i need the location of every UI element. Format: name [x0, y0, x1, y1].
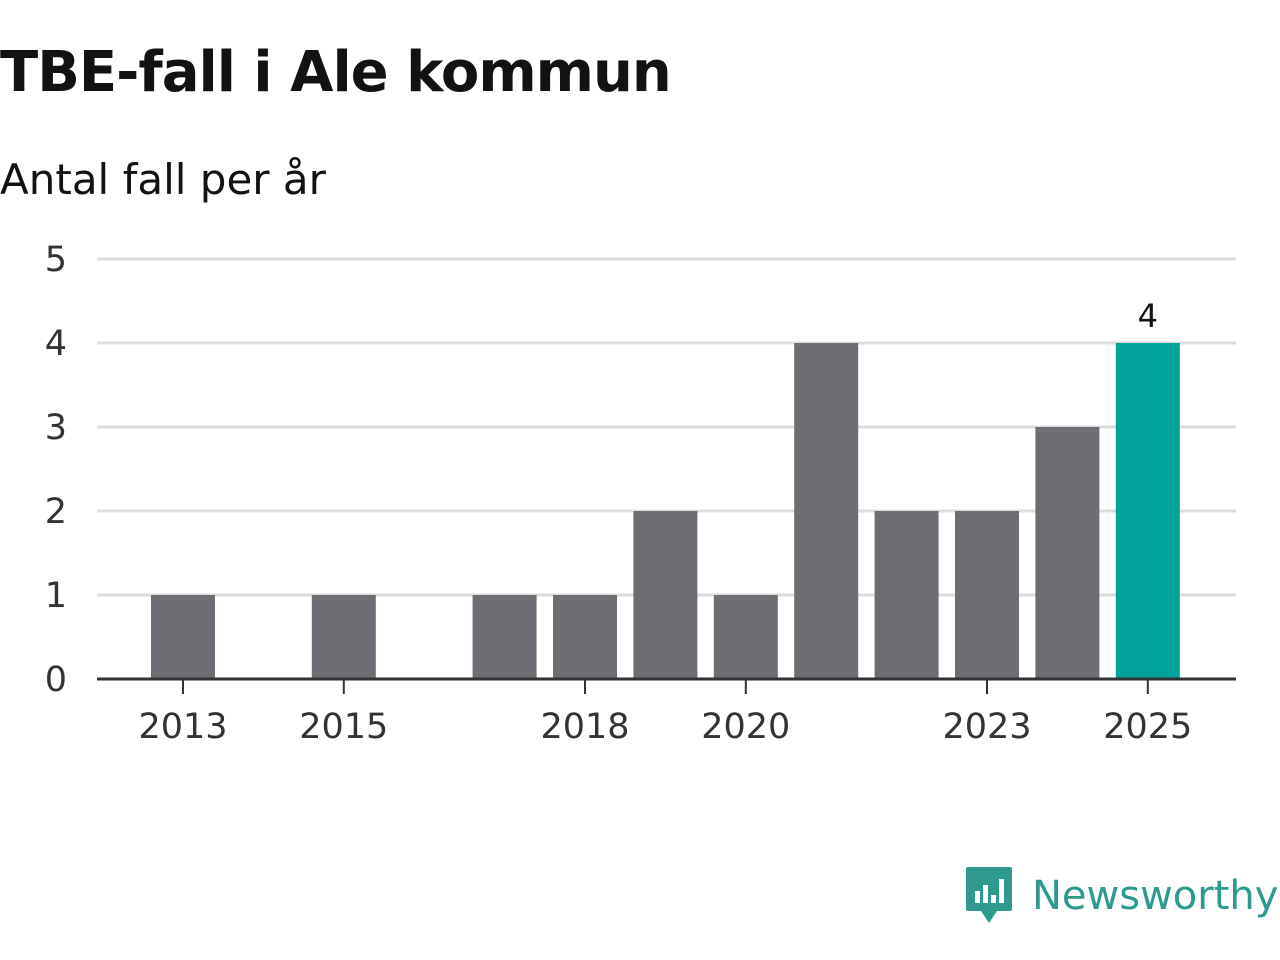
- bar-2013: [151, 595, 215, 679]
- y-tick-label: 2: [45, 492, 67, 532]
- y-tick-label: 5: [45, 240, 67, 280]
- brand-name: Newsworthy: [1032, 873, 1279, 919]
- chart-subtitle: Antal fall per år: [0, 155, 326, 204]
- x-tick-label: 2020: [701, 707, 790, 747]
- bar-2017: [472, 595, 537, 679]
- value-label: 4: [1138, 297, 1158, 335]
- chart-title: TBE-fall i Ale kommun: [0, 40, 672, 105]
- y-tick-label: 4: [45, 324, 67, 364]
- y-tick-label: 3: [45, 408, 67, 448]
- bar-2024: [1035, 427, 1100, 679]
- x-tick-label: 2025: [1103, 707, 1192, 747]
- x-tick-label: 2015: [299, 707, 388, 747]
- y-tick-label: 0: [45, 660, 67, 700]
- brand-logo: Newsworthy: [964, 864, 1278, 928]
- y-tick-label: 1: [45, 576, 67, 616]
- bar-2022: [874, 511, 939, 679]
- bar-2025: [1115, 343, 1180, 679]
- x-tick-label: 2023: [942, 707, 1031, 747]
- bar-2015: [311, 595, 376, 679]
- bar-2019: [633, 511, 698, 679]
- x-tick-label: 2018: [540, 707, 629, 747]
- bar-2018: [553, 595, 617, 679]
- bar-2021: [794, 343, 859, 679]
- newsworthy-logo-icon: [966, 867, 1012, 923]
- x-tick-label: 2013: [138, 707, 227, 747]
- bar-2020: [713, 595, 778, 679]
- bar-2023: [955, 511, 1019, 679]
